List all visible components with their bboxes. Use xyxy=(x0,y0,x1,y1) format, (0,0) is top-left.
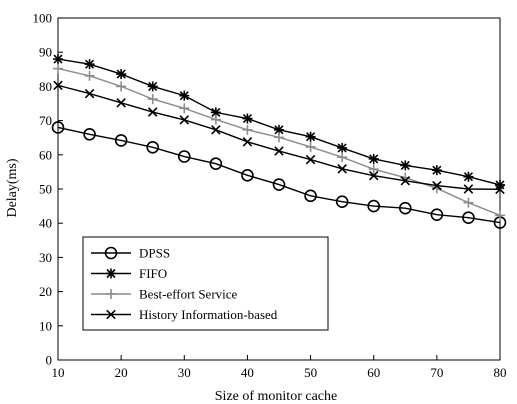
legend-marker xyxy=(106,268,116,279)
data-point xyxy=(272,178,286,191)
data-point xyxy=(179,115,190,125)
y-tick-label: 60 xyxy=(39,147,52,162)
data-point xyxy=(53,63,63,74)
legend-item: DPSS xyxy=(91,246,170,261)
data-point xyxy=(462,211,475,225)
data-point xyxy=(83,127,96,141)
data-point xyxy=(116,81,127,92)
legend: DPSS FIFO Best-effort Service History Infor… xyxy=(82,236,329,331)
data-point xyxy=(84,70,95,81)
data-point xyxy=(400,176,411,186)
data-point xyxy=(305,154,316,165)
data-point xyxy=(304,189,317,203)
y-tick-label: 80 xyxy=(39,79,52,94)
data-point xyxy=(305,131,316,142)
x-tick-label: 10 xyxy=(52,365,65,380)
data-point xyxy=(495,184,505,195)
data-point xyxy=(463,171,474,182)
x-tick-label: 30 xyxy=(178,365,191,380)
data-point xyxy=(367,199,381,213)
data-point xyxy=(368,170,379,181)
data-point xyxy=(53,80,63,91)
data-point xyxy=(335,195,349,208)
data-point xyxy=(147,94,158,105)
legend-marker xyxy=(106,309,116,320)
x-axis-label: Size of monitor cache xyxy=(215,389,337,404)
series-layer xyxy=(51,54,507,229)
legend-item: History Information-based xyxy=(91,307,278,322)
data-point xyxy=(242,113,253,124)
x-tick-label: 20 xyxy=(115,365,128,380)
y-tick-label: 100 xyxy=(33,11,53,26)
data-point xyxy=(400,160,411,171)
data-point xyxy=(432,180,442,191)
x-tick-label: 80 xyxy=(494,365,507,380)
data-point xyxy=(430,208,444,221)
data-point xyxy=(463,197,474,208)
data-point xyxy=(368,153,379,164)
legend-label: FIFO xyxy=(139,266,167,281)
data-point xyxy=(431,165,442,176)
data-point xyxy=(210,114,221,125)
legend-marker xyxy=(104,246,118,260)
data-point xyxy=(211,125,221,135)
y-tick-label: 30 xyxy=(39,250,52,265)
data-point xyxy=(84,59,95,70)
data-point xyxy=(147,107,158,117)
y-tick-label: 0 xyxy=(46,353,53,368)
data-point xyxy=(209,157,223,170)
y-axis-label: Delay(ms) xyxy=(5,158,20,217)
y-tick-label: 40 xyxy=(39,216,52,231)
data-point xyxy=(274,132,284,143)
series-dpss xyxy=(51,121,507,229)
series-best-effort-service xyxy=(53,63,505,221)
legend-item: Best-effort Service xyxy=(91,287,238,302)
y-tick-label: 90 xyxy=(39,45,52,60)
data-point xyxy=(179,90,190,101)
data-point xyxy=(53,54,63,65)
data-point xyxy=(116,98,126,108)
data-point xyxy=(147,81,158,92)
legend-label: History Information-based xyxy=(139,307,278,322)
data-point xyxy=(114,134,128,147)
data-point xyxy=(116,69,127,80)
data-point xyxy=(398,201,412,215)
data-point xyxy=(337,152,348,163)
data-point xyxy=(242,124,253,135)
data-point xyxy=(305,141,316,152)
x-tick-label: 70 xyxy=(430,365,443,380)
legend-item: FIFO xyxy=(91,266,167,281)
data-point xyxy=(177,150,191,163)
y-tick-label: 50 xyxy=(39,182,52,197)
y-tick-label: 20 xyxy=(39,284,52,299)
data-point xyxy=(337,142,348,153)
data-point xyxy=(51,121,65,134)
data-point xyxy=(337,164,347,174)
data-point xyxy=(241,169,254,182)
data-point xyxy=(274,146,284,156)
data-point xyxy=(495,210,505,221)
data-point xyxy=(146,140,160,154)
data-point xyxy=(242,137,253,147)
data-point xyxy=(463,184,474,194)
x-axis: 10 20 30 40 50 60 70 80 xyxy=(52,355,507,380)
legend-marker xyxy=(106,289,116,299)
y-axis: 0 10 20 30 40 50 60 70 80 90 100 xyxy=(33,11,63,368)
series-fifo xyxy=(53,54,505,190)
data-point xyxy=(179,103,190,114)
x-tick-label: 40 xyxy=(241,365,254,380)
data-point xyxy=(368,164,379,175)
x-tick-label: 60 xyxy=(367,365,380,380)
x-tick-label: 50 xyxy=(304,365,317,380)
series-history-information-based xyxy=(53,80,505,195)
legend-label: Best-effort Service xyxy=(139,287,238,302)
y-tick-label: 70 xyxy=(39,113,52,128)
legend-label: DPSS xyxy=(139,246,170,261)
data-point xyxy=(84,88,95,99)
y-tick-label: 10 xyxy=(39,318,52,333)
series-line xyxy=(57,126,501,224)
